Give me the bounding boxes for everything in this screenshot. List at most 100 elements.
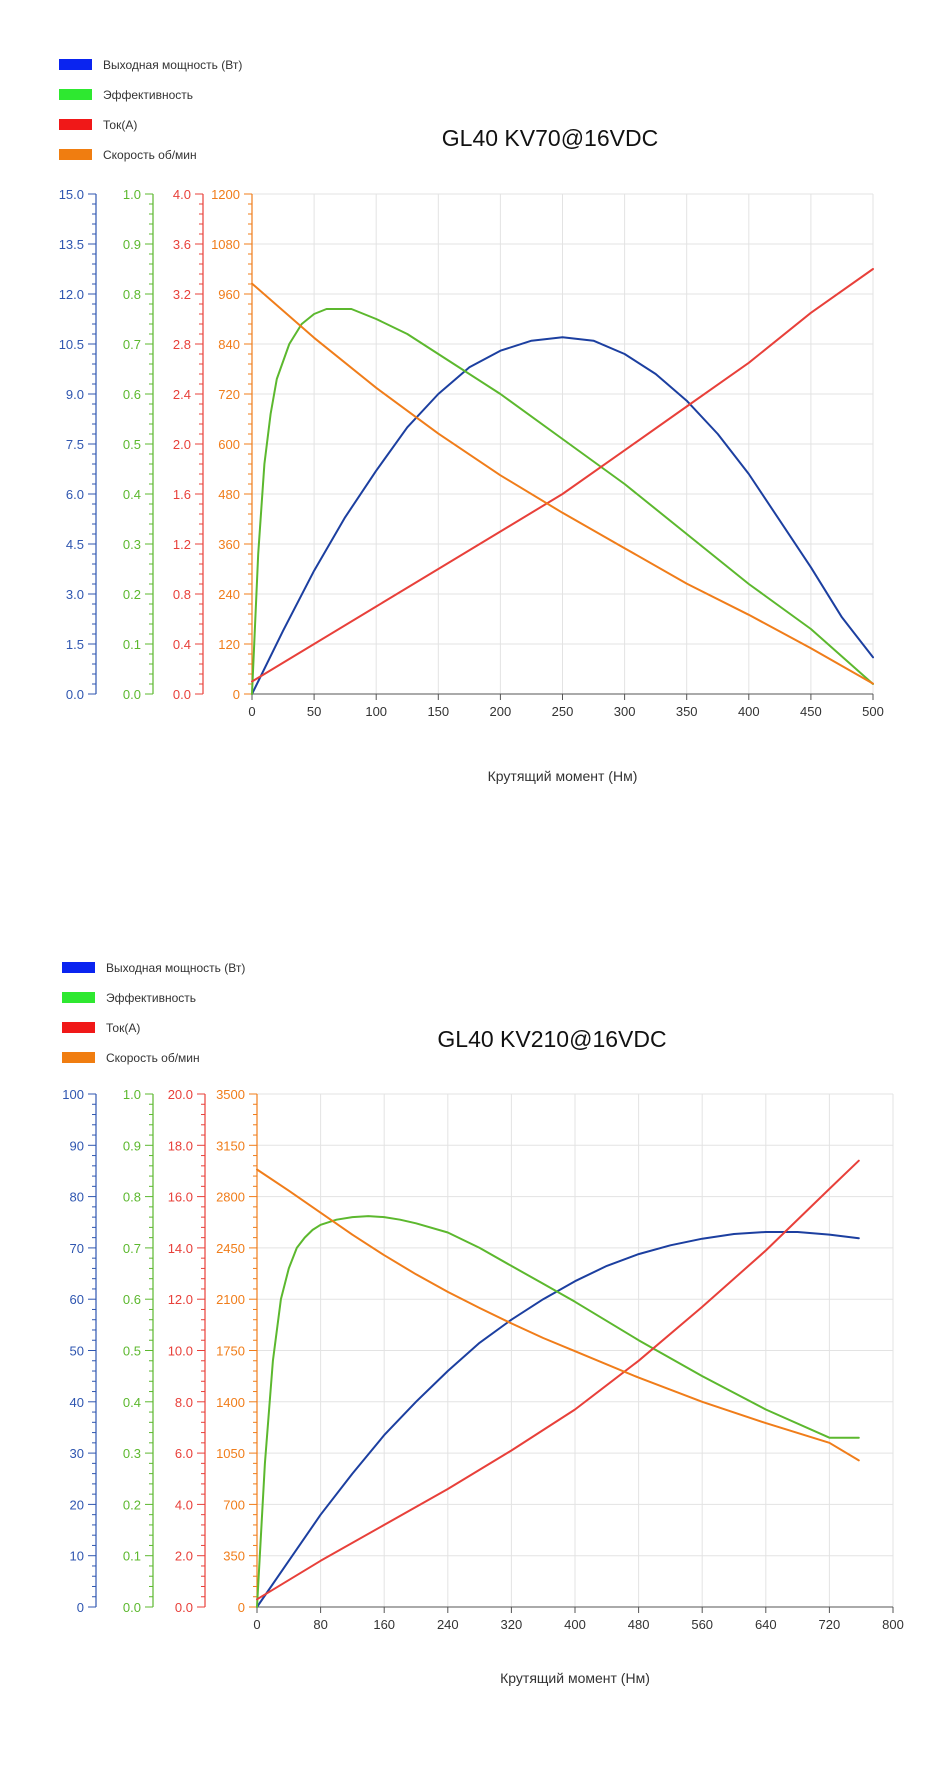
legend-label-speed: Скорость об/мин [106,1051,200,1065]
series-line-power [256,1231,860,1608]
y-tick-label-current: 2.4 [173,387,191,402]
y-tick-label-power: 80 [70,1190,84,1205]
y-tick-label-current: 4.0 [173,187,191,202]
legend-label-efficiency: Эффективность [103,88,193,102]
y-tick-label-power: 20 [70,1497,84,1512]
y-tick-label-efficiency: 0.7 [123,337,141,352]
chart-title: GL40 KV70@16VDC [442,125,658,151]
x-tick-label: 200 [490,704,512,719]
x-tick-label: 450 [800,704,822,719]
y-tick-label-speed: 700 [223,1497,245,1512]
y-tick-label-efficiency: 0.5 [123,437,141,452]
y-tick-label-current: 3.6 [173,237,191,252]
y-tick-label-power: 50 [70,1344,84,1359]
legend-label-current: Ток(А) [106,1021,140,1035]
y-tick-label-speed: 0 [238,1600,245,1615]
y-tick-label-current: 10.0 [168,1344,193,1359]
y-tick-label-current: 20.0 [168,1087,193,1102]
x-axis-label: Крутящий момент (Нм) [500,1670,650,1686]
y-tick-label-power: 0 [77,1600,84,1615]
y-tick-label-efficiency: 0.3 [123,1446,141,1461]
legend-label-speed: Скорость об/мин [103,148,197,162]
y-tick-label-speed: 120 [218,637,240,652]
x-tick-label: 400 [738,704,760,719]
y-tick-label-efficiency: 0.2 [123,587,141,602]
legend-swatch-current [62,1022,95,1033]
x-tick-label: 320 [501,1617,523,1632]
y-tick-label-efficiency: 0.0 [123,1600,141,1615]
y-tick-label-speed: 3150 [216,1138,245,1153]
x-tick-label: 640 [755,1617,777,1632]
y-tick-label-power: 13.5 [59,237,84,252]
y-tick-label-current: 18.0 [168,1138,193,1153]
y-tick-label-power: 60 [70,1292,84,1307]
x-tick-label: 0 [253,1617,260,1632]
y-tick-label-speed: 3500 [216,1087,245,1102]
series-line-current [256,1159,860,1601]
y-tick-label-current: 16.0 [168,1190,193,1205]
y-tick-label-power: 0.0 [66,687,84,702]
y-tick-label-current: 14.0 [168,1241,193,1256]
y-tick-label-current: 2.0 [175,1549,193,1564]
y-tick-label-power: 15.0 [59,187,84,202]
chart-kv210-svg: 0 80 160 240 320 400 480 560 640 720 8000102030405… [62,961,904,1686]
y-tick-label-power: 12.0 [59,287,84,302]
series-line-speed [256,1168,860,1462]
y-tick-label-power: 90 [70,1138,84,1153]
y-tick-label-efficiency: 1.0 [123,187,141,202]
y-tick-label-power: 9.0 [66,387,84,402]
x-tick-label: 300 [614,704,636,719]
y-tick-label-efficiency: 0.1 [123,1549,141,1564]
legend-swatch-efficiency [62,992,95,1003]
x-tick-label: 50 [307,704,321,719]
y-tick-label-power: 30 [70,1446,84,1461]
legend-swatch-speed [62,1052,95,1063]
y-tick-label-efficiency: 0.6 [123,1292,141,1307]
x-tick-label: 500 [862,704,884,719]
y-tick-label-speed: 480 [218,487,240,502]
y-tick-label-speed: 2100 [216,1292,245,1307]
y-tick-label-efficiency: 0.8 [123,1190,141,1205]
legend-label-efficiency: Эффективность [106,991,196,1005]
y-tick-label-speed: 1400 [216,1395,245,1410]
series-line-efficiency [256,1215,860,1608]
y-tick-label-power: 7.5 [66,437,84,452]
y-tick-label-speed: 1750 [216,1344,245,1359]
y-tick-label-speed: 360 [218,537,240,552]
y-tick-label-current: 0.0 [173,687,191,702]
y-tick-label-speed: 600 [218,437,240,452]
y-tick-label-speed: 840 [218,337,240,352]
series-line-current [251,268,874,683]
y-tick-label-power: 70 [70,1241,84,1256]
x-tick-label: 480 [628,1617,650,1632]
y-tick-label-speed: 960 [218,287,240,302]
y-tick-label-power: 100 [62,1087,84,1102]
chart-kv70: 0 50 100 150 200 250 300 350 400 450 500 0.0 1.5 3.0 4… [0,0,952,882]
chart-kv210: 0 80 160 240 320 400 480 560 640 720 800 0 10 20 30 40 5… [0,882,952,1765]
y-tick-label-current: 0.8 [173,587,191,602]
y-tick-label-speed: 240 [218,587,240,602]
x-tick-label: 80 [313,1617,327,1632]
x-tick-label: 0 [248,704,255,719]
y-tick-label-current: 1.2 [173,537,191,552]
y-tick-label-power: 6.0 [66,487,84,502]
y-tick-label-current: 2.8 [173,337,191,352]
y-tick-label-power: 3.0 [66,587,84,602]
y-tick-label-efficiency: 1.0 [123,1087,141,1102]
chart-kv70-svg: 0 50 100 150 200 250 300 350 400 450 500 0.0 1.5 3.0 4… [59,58,884,784]
x-tick-label: 150 [427,704,449,719]
y-tick-label-efficiency: 0.4 [123,1395,141,1410]
legend-swatch-efficiency [59,89,92,100]
y-tick-label-power: 1.5 [66,637,84,652]
y-tick-label-speed: 1050 [216,1446,245,1461]
y-tick-label-current: 0.4 [173,637,191,652]
y-tick-label-efficiency: 0.8 [123,287,141,302]
y-tick-label-efficiency: 0.0 [123,687,141,702]
x-tick-label: 100 [365,704,387,719]
x-tick-label: 250 [552,704,574,719]
y-tick-label-power: 40 [70,1395,84,1410]
y-tick-label-current: 1.6 [173,487,191,502]
series-line-power [251,336,874,695]
x-tick-label: 350 [676,704,698,719]
legend-label-current: Ток(А) [103,118,137,132]
